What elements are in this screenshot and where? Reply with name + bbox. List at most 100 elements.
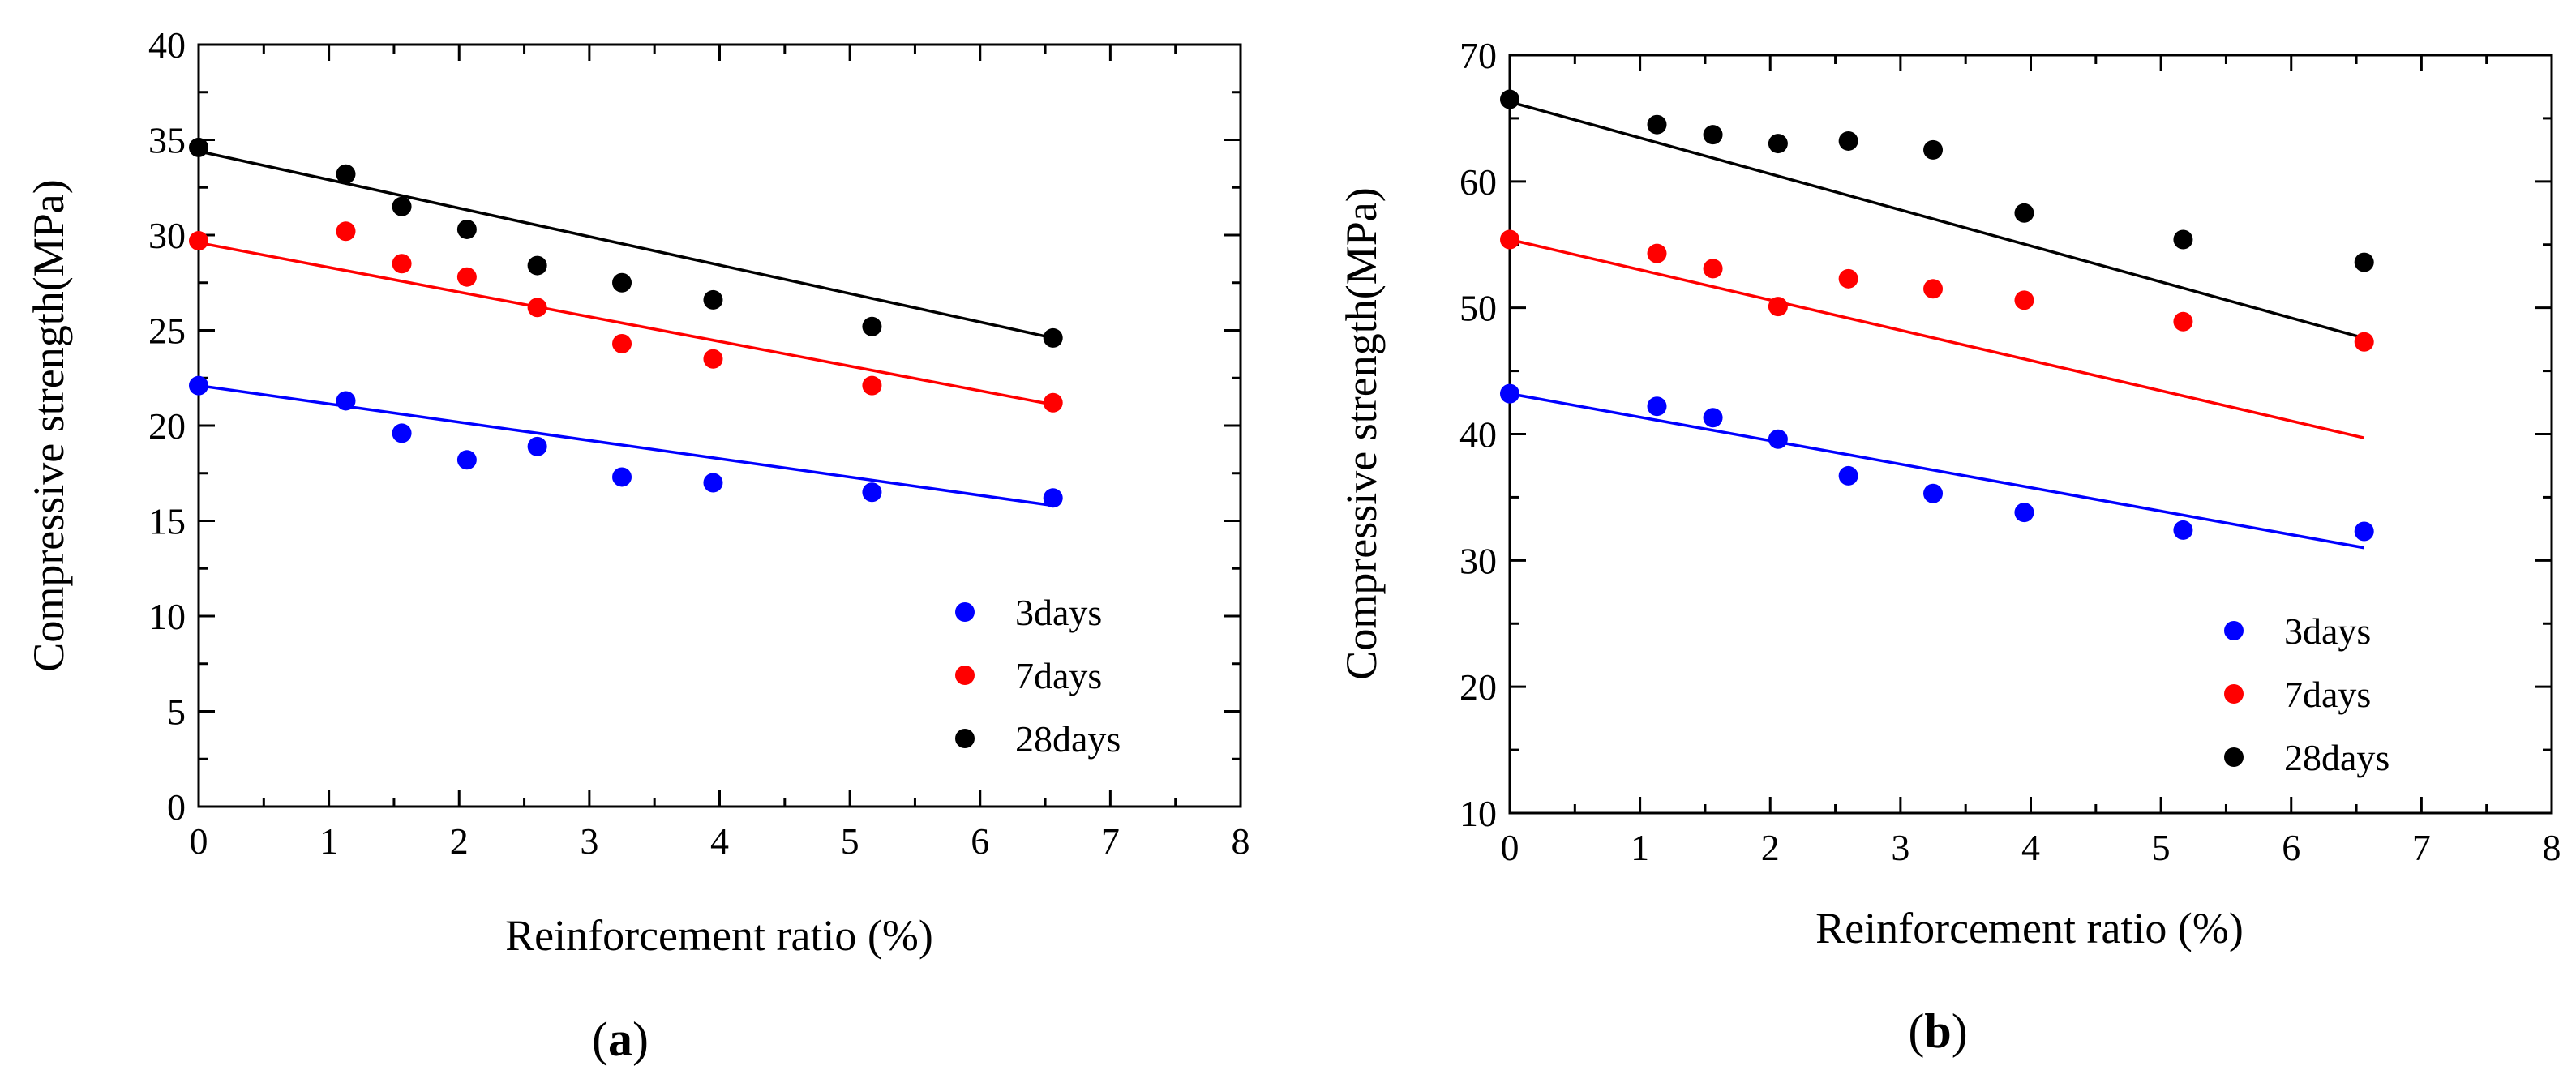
fit-line-3days-b: [1509, 392, 2365, 550]
legend-label-7days-a: 7days: [1015, 655, 1102, 696]
y-tick-label-b: 10: [1459, 793, 1497, 834]
tick-labels-a: 0 1 2 3 4 5 6 7 8 0 5 10 15 20 25 30 35 40: [148, 24, 1250, 862]
x-tick-label-b: 2: [1761, 827, 1780, 868]
y-tick-label-b: 30: [1459, 540, 1497, 581]
data-point-3days-a: [1043, 488, 1063, 508]
data-point-28days-a: [336, 164, 356, 184]
y-tick-label-a: 0: [167, 786, 186, 828]
y-tick-label-b: 40: [1459, 414, 1497, 456]
data-point-28days-a: [189, 137, 208, 157]
legend-b: 3days 7days 28days: [2224, 610, 2390, 778]
data-point-3days-a: [456, 450, 477, 470]
data-point-28days-b: [1703, 125, 1723, 145]
legend-label-3days-b: 3days: [2284, 610, 2371, 652]
data-point-7days-b: [1703, 259, 1723, 279]
y-tick-label-b: 70: [1459, 35, 1497, 76]
y-tick-label-b: 60: [1459, 161, 1497, 203]
data-point-7days-b: [1768, 297, 1788, 317]
x-tick-label-b: 8: [2543, 827, 2561, 868]
data-point-3days-b: [1768, 429, 1788, 449]
legend-marker-3days-a: [955, 602, 975, 622]
data-point-3days-b: [1838, 465, 1858, 486]
data-point-28days-a: [1043, 327, 1063, 348]
y-tick-label-a: 5: [167, 691, 186, 733]
y-tick-label-b: 20: [1459, 666, 1497, 708]
data-point-3days-a: [612, 467, 632, 487]
data-point-3days-a: [392, 423, 412, 443]
data-point-3days-b: [1647, 396, 1667, 417]
legend-marker-7days-a: [955, 666, 975, 685]
x-tick-label-a: 7: [1101, 820, 1120, 862]
legend-label-28days-b: 28days: [2284, 737, 2390, 778]
data-point-7days-b: [1923, 279, 1944, 299]
fit-line-3days-a: [198, 383, 1053, 507]
data-point-7days-a: [336, 221, 356, 242]
legend-label-7days-b: 7days: [2284, 674, 2371, 715]
data-point-28days-b: [2173, 229, 2193, 250]
panel-label-b: (b): [1908, 1004, 1967, 1058]
data-point-7days-a: [703, 349, 723, 369]
data-points-a: [189, 137, 1063, 508]
data-point-28days-b: [2014, 203, 2034, 223]
x-tick-label-b: 5: [2152, 827, 2171, 868]
legend-a: 3days 7days 28days: [955, 592, 1121, 760]
panel-letter-b: b: [1924, 1004, 1951, 1058]
x-tick-label-a: 1: [319, 820, 338, 862]
data-point-7days-a: [392, 254, 412, 274]
fit-line-28days-b: [1509, 100, 2365, 340]
y-tick-label-a: 30: [148, 215, 186, 256]
data-point-3days-b: [1500, 383, 1519, 404]
data-point-28days-a: [703, 289, 723, 310]
x-tick-label-b: 3: [1891, 827, 1909, 868]
x-tick-label-a: 4: [710, 820, 729, 862]
legend-label-3days-a: 3days: [1015, 592, 1102, 633]
data-point-28days-a: [862, 316, 882, 336]
y-tick-label-a: 10: [148, 596, 186, 637]
axis-ticks-b: [1508, 54, 2553, 815]
legend-label-28days-a: 28days: [1015, 718, 1121, 760]
data-point-3days-a: [189, 375, 208, 396]
y-tick-label-a: 20: [148, 405, 186, 447]
data-points-b: [1500, 89, 2374, 542]
data-point-3days-b: [1923, 483, 1944, 503]
data-point-7days-a: [456, 267, 477, 287]
x-axis-title-a: Reinforcement ratio (%): [505, 911, 933, 960]
data-point-28days-b: [2354, 252, 2374, 272]
data-point-28days-a: [612, 272, 632, 293]
chart-panel-a: 0 1 2 3 4 5 6 7 8 0 5 10 15 20 25 30 35 40 3days 7days 28da…: [24, 24, 1250, 1066]
legend-marker-3days-b: [2224, 621, 2244, 640]
data-point-7days-b: [1647, 243, 1667, 263]
y-axis-title-b: Compressive strength(MPa): [1337, 187, 1386, 679]
x-tick-label-a: 6: [971, 820, 989, 862]
panel-label-a: (a): [592, 1012, 649, 1066]
x-tick-label-a: 3: [580, 820, 598, 862]
fit-line-28days-a: [198, 149, 1054, 340]
data-point-7days-a: [1043, 392, 1063, 413]
fit-line-7days-b: [1509, 238, 2365, 439]
data-point-28days-b: [1647, 114, 1667, 135]
data-point-3days-a: [862, 482, 882, 503]
data-point-7days-a: [527, 298, 547, 318]
fit-lines-a: [198, 149, 1054, 507]
x-tick-label-b: 7: [2412, 827, 2431, 868]
x-tick-label-a: 5: [841, 820, 859, 862]
data-point-28days-b: [1500, 89, 1519, 109]
data-point-28days-a: [392, 196, 412, 216]
data-point-28days-a: [456, 219, 477, 239]
panel-letter-a: a: [608, 1012, 632, 1066]
fit-line-7days-a: [198, 241, 1054, 406]
data-point-3days-a: [527, 436, 547, 456]
y-tick-label-a: 15: [148, 501, 186, 542]
x-tick-label-b: 1: [1631, 827, 1649, 868]
x-tick-label-b: 4: [2021, 827, 2040, 868]
data-point-3days-b: [2173, 520, 2193, 540]
x-tick-label-a: 0: [190, 820, 208, 862]
legend-marker-28days-b: [2224, 747, 2244, 767]
data-point-3days-b: [1703, 408, 1723, 428]
x-tick-label-b: 6: [2282, 827, 2300, 868]
data-point-3days-b: [2014, 503, 2034, 523]
data-point-7days-b: [1838, 268, 1858, 289]
chart-panel-b: 0 1 2 3 4 5 6 7 8 10 20 30 40 50 60 70 3days 7days 28days…: [1337, 35, 2561, 1058]
y-tick-label-a: 25: [148, 310, 186, 352]
